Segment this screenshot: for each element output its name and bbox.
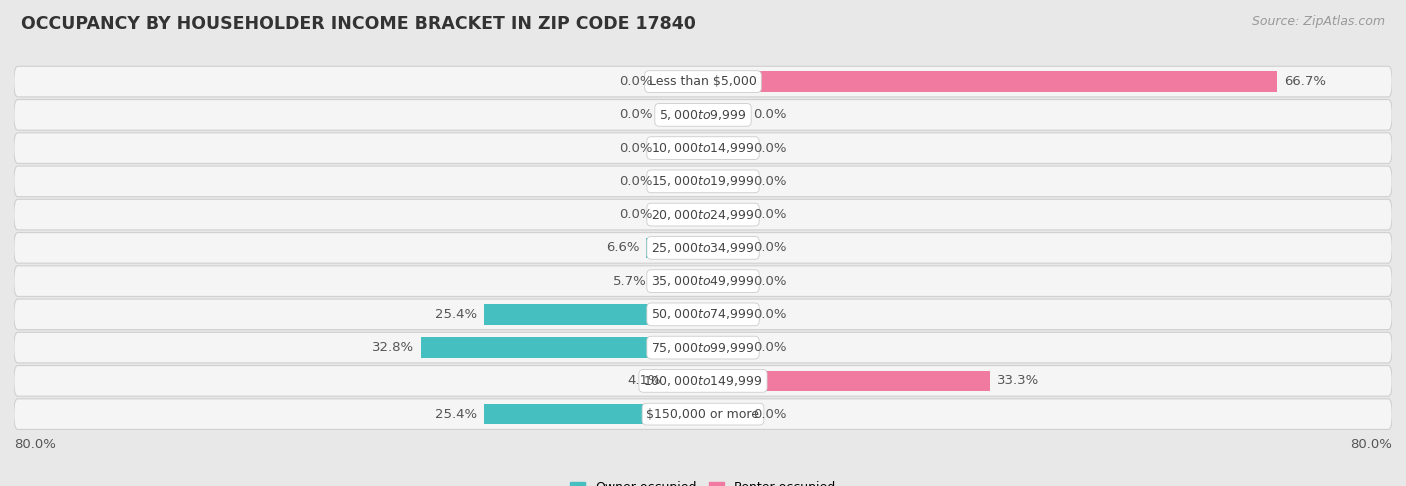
- Text: 0.0%: 0.0%: [754, 341, 786, 354]
- Text: $5,000 to $9,999: $5,000 to $9,999: [659, 108, 747, 122]
- Text: $10,000 to $14,999: $10,000 to $14,999: [651, 141, 755, 155]
- Text: 0.0%: 0.0%: [754, 308, 786, 321]
- Bar: [703, 370, 990, 391]
- Bar: [703, 104, 747, 125]
- FancyBboxPatch shape: [14, 166, 1392, 197]
- Text: Source: ZipAtlas.com: Source: ZipAtlas.com: [1251, 15, 1385, 28]
- Bar: [703, 238, 747, 258]
- Bar: [647, 238, 703, 258]
- FancyBboxPatch shape: [14, 399, 1392, 430]
- Text: $150,000 or more: $150,000 or more: [647, 408, 759, 420]
- Text: 0.0%: 0.0%: [620, 208, 652, 221]
- Bar: [703, 337, 747, 358]
- Text: $35,000 to $49,999: $35,000 to $49,999: [651, 274, 755, 288]
- Text: OCCUPANCY BY HOUSEHOLDER INCOME BRACKET IN ZIP CODE 17840: OCCUPANCY BY HOUSEHOLDER INCOME BRACKET …: [21, 15, 696, 33]
- Bar: [703, 204, 747, 225]
- FancyBboxPatch shape: [14, 100, 1392, 130]
- Text: 0.0%: 0.0%: [754, 275, 786, 288]
- FancyBboxPatch shape: [14, 233, 1392, 263]
- Text: 0.0%: 0.0%: [754, 141, 786, 155]
- Text: 66.7%: 66.7%: [1284, 75, 1326, 88]
- Text: 5.7%: 5.7%: [613, 275, 647, 288]
- Text: 32.8%: 32.8%: [371, 341, 413, 354]
- Text: 80.0%: 80.0%: [1350, 438, 1392, 451]
- Bar: [659, 204, 703, 225]
- Text: 0.0%: 0.0%: [754, 108, 786, 122]
- Text: 0.0%: 0.0%: [620, 108, 652, 122]
- Text: $100,000 to $149,999: $100,000 to $149,999: [644, 374, 762, 388]
- Text: 25.4%: 25.4%: [436, 308, 478, 321]
- Bar: [668, 370, 703, 391]
- Text: $50,000 to $74,999: $50,000 to $74,999: [651, 307, 755, 321]
- Bar: [484, 404, 703, 424]
- FancyBboxPatch shape: [14, 332, 1392, 363]
- Text: 0.0%: 0.0%: [620, 141, 652, 155]
- Text: $75,000 to $99,999: $75,000 to $99,999: [651, 341, 755, 355]
- Bar: [703, 404, 747, 424]
- FancyBboxPatch shape: [14, 133, 1392, 163]
- Text: 6.6%: 6.6%: [606, 242, 640, 254]
- Bar: [703, 271, 747, 292]
- Bar: [659, 171, 703, 191]
- Bar: [654, 271, 703, 292]
- Bar: [484, 304, 703, 325]
- Text: 0.0%: 0.0%: [754, 242, 786, 254]
- Bar: [659, 71, 703, 92]
- Text: $15,000 to $19,999: $15,000 to $19,999: [651, 174, 755, 189]
- FancyBboxPatch shape: [14, 299, 1392, 330]
- Bar: [659, 138, 703, 158]
- Text: 33.3%: 33.3%: [997, 374, 1039, 387]
- Text: $20,000 to $24,999: $20,000 to $24,999: [651, 208, 755, 222]
- FancyBboxPatch shape: [14, 66, 1392, 97]
- FancyBboxPatch shape: [14, 365, 1392, 396]
- Text: 4.1%: 4.1%: [627, 374, 661, 387]
- Text: 0.0%: 0.0%: [754, 175, 786, 188]
- Bar: [703, 304, 747, 325]
- Text: 0.0%: 0.0%: [754, 408, 786, 420]
- Text: 0.0%: 0.0%: [620, 175, 652, 188]
- Bar: [703, 71, 1278, 92]
- Bar: [703, 171, 747, 191]
- Text: 0.0%: 0.0%: [620, 75, 652, 88]
- Legend: Owner-occupied, Renter-occupied: Owner-occupied, Renter-occupied: [565, 476, 841, 486]
- Text: $25,000 to $34,999: $25,000 to $34,999: [651, 241, 755, 255]
- Text: 0.0%: 0.0%: [754, 208, 786, 221]
- FancyBboxPatch shape: [14, 266, 1392, 296]
- Bar: [420, 337, 703, 358]
- FancyBboxPatch shape: [14, 199, 1392, 230]
- Text: 25.4%: 25.4%: [436, 408, 478, 420]
- Bar: [659, 104, 703, 125]
- Text: Less than $5,000: Less than $5,000: [650, 75, 756, 88]
- Bar: [703, 138, 747, 158]
- Text: 80.0%: 80.0%: [14, 438, 56, 451]
